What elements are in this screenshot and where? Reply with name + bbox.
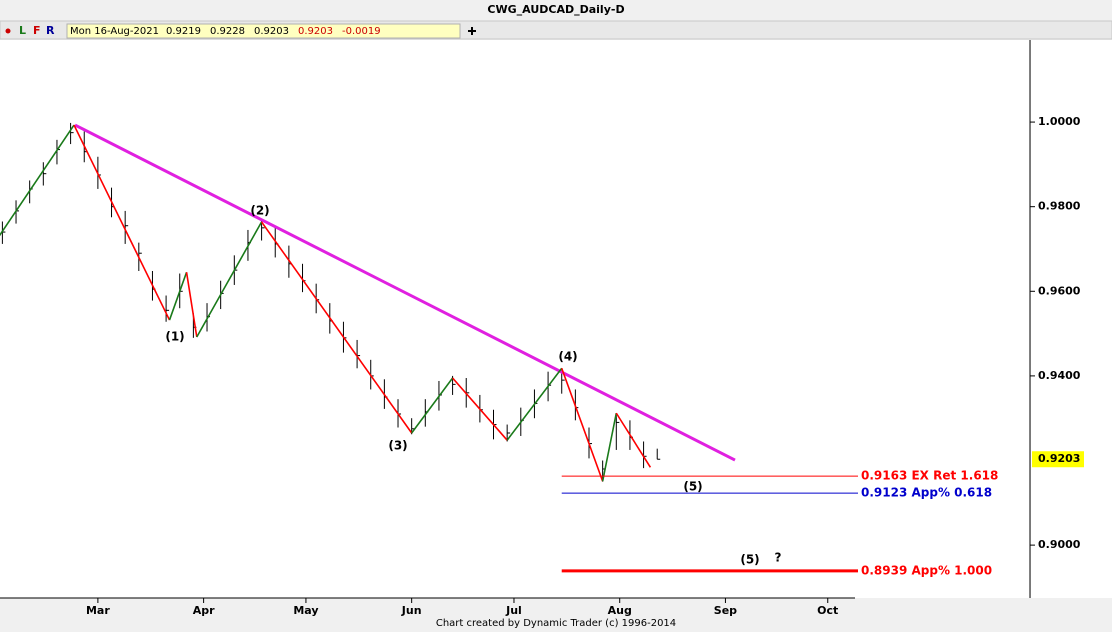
wave-label: (3) bbox=[388, 439, 407, 453]
wave-label: (5) bbox=[683, 480, 702, 494]
x-tick-label: Jul bbox=[505, 604, 522, 617]
y-tick-label: 0.9600 bbox=[1038, 284, 1081, 297]
trendline bbox=[74, 123, 736, 462]
y-tick-label: 0.9400 bbox=[1038, 369, 1081, 382]
quote-value: 0.9219 bbox=[166, 26, 201, 37]
x-tick-label: Oct bbox=[817, 604, 838, 617]
wave-segment bbox=[168, 271, 188, 321]
wave-label: (2) bbox=[250, 204, 269, 218]
quote-value: 0.9203 bbox=[254, 26, 289, 37]
quote-date: Mon 16-Aug-2021 bbox=[70, 26, 159, 37]
wave-label: (5) bbox=[740, 553, 759, 567]
wave-segment bbox=[185, 272, 198, 338]
wave-segment bbox=[506, 367, 563, 441]
plot-area bbox=[0, 40, 1030, 598]
last-price-box bbox=[1032, 451, 1084, 468]
level-label: 0.8939 App% 1.000 bbox=[861, 563, 992, 577]
y-tick-label: 0.9000 bbox=[1038, 538, 1081, 551]
x-tick-label: Apr bbox=[193, 604, 215, 617]
x-tick-label: Jun bbox=[401, 604, 422, 617]
price-axis-area bbox=[1031, 40, 1112, 598]
quote-value: 0.9228 bbox=[210, 26, 245, 37]
last-price-label: 0.9203 bbox=[1038, 452, 1080, 465]
wave-label: (4) bbox=[558, 350, 577, 364]
wave-label: ? bbox=[775, 551, 782, 565]
toolbar-button[interactable]: F bbox=[33, 24, 41, 37]
x-tick-label: Sep bbox=[714, 604, 737, 617]
quote-close: 0.9203 bbox=[298, 26, 333, 37]
toolbar-button[interactable]: L bbox=[19, 24, 26, 37]
x-tick-label: May bbox=[293, 604, 318, 617]
level-label: 0.9123 App% 0.618 bbox=[861, 486, 992, 500]
x-tick-label: Mar bbox=[86, 604, 110, 617]
wave-segment bbox=[196, 221, 263, 338]
wave-segment bbox=[615, 412, 652, 468]
y-tick-label: 0.9800 bbox=[1038, 200, 1081, 213]
chart-title: CWG_AUDCAD_Daily-D bbox=[487, 3, 624, 16]
quote-box bbox=[66, 23, 461, 39]
y-tick-label: 1.0000 bbox=[1038, 115, 1081, 128]
add-button[interactable] bbox=[468, 27, 476, 35]
toolbar-button[interactable]: R bbox=[46, 24, 55, 37]
wave-segment bbox=[601, 412, 618, 482]
wave-segment bbox=[0, 124, 75, 237]
wave-segment bbox=[73, 124, 171, 321]
wave-segment bbox=[411, 377, 454, 434]
status-dot bbox=[5, 28, 11, 34]
wave-label: (1) bbox=[165, 330, 184, 344]
wave-segment bbox=[451, 377, 508, 441]
wave-segment bbox=[560, 368, 604, 482]
wave-segment bbox=[260, 221, 413, 434]
footer: Chart created by Dynamic Trader (c) 1996… bbox=[436, 618, 676, 629]
quote-change: -0.0019 bbox=[342, 26, 381, 37]
x-tick-label: Aug bbox=[608, 604, 632, 617]
level-label: 0.9163 EX Ret 1.618 bbox=[861, 469, 998, 483]
